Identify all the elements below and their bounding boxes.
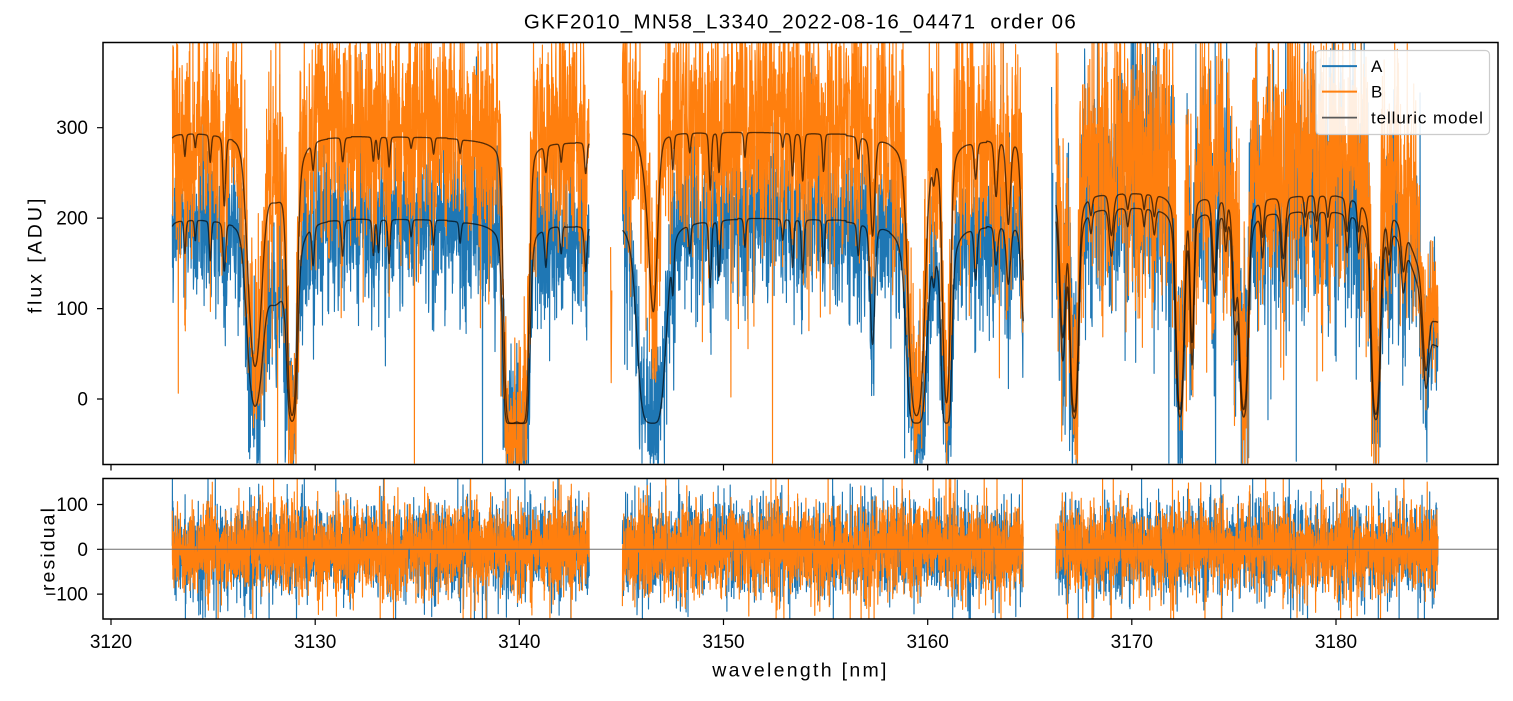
svg-text:telluric model: telluric model xyxy=(1371,108,1484,127)
svg-text:3140: 3140 xyxy=(498,632,540,653)
svg-text:0: 0 xyxy=(77,390,88,411)
svg-text:wavelength [nm]: wavelength [nm] xyxy=(711,660,889,682)
svg-text:3170: 3170 xyxy=(1111,632,1153,653)
svg-text:3180: 3180 xyxy=(1315,632,1357,653)
svg-text:200: 200 xyxy=(56,209,88,230)
svg-text:3120: 3120 xyxy=(90,632,132,653)
svg-text:3160: 3160 xyxy=(907,632,949,653)
svg-text:3130: 3130 xyxy=(294,632,336,653)
svg-text:−100: −100 xyxy=(45,585,88,606)
svg-text:3150: 3150 xyxy=(702,632,744,653)
svg-text:A: A xyxy=(1371,57,1383,76)
svg-text:B: B xyxy=(1371,82,1383,101)
svg-text:residual: residual xyxy=(38,506,60,591)
svg-text:300: 300 xyxy=(56,118,88,139)
svg-text:flux [ADU]: flux [ADU] xyxy=(24,196,46,314)
svg-text:100: 100 xyxy=(56,299,88,320)
svg-text:GKF2010_MN58_L3340_2022-08-16_: GKF2010_MN58_L3340_2022-08-16_04471 orde… xyxy=(524,11,1077,34)
svg-text:0: 0 xyxy=(77,540,88,561)
svg-text:100: 100 xyxy=(56,495,88,516)
